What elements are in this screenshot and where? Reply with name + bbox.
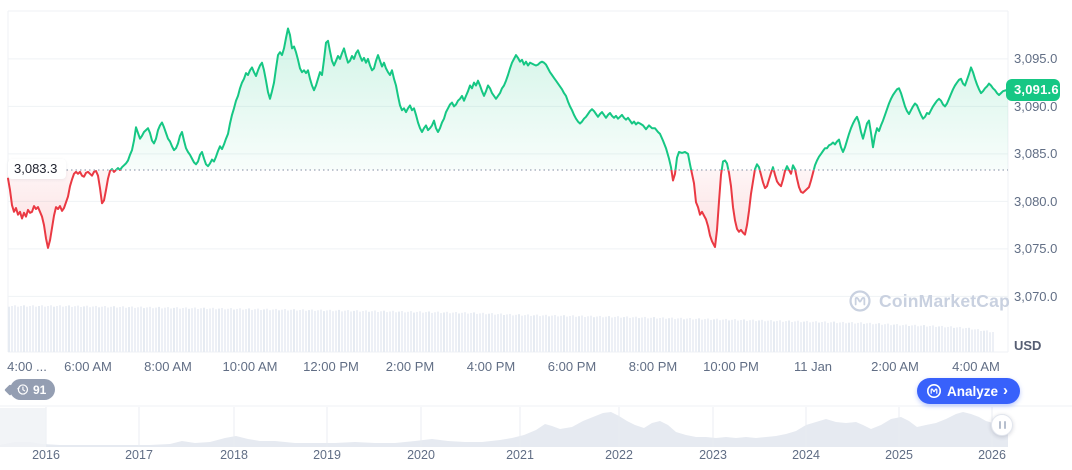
x-axis-tick: 10:00 AM <box>222 359 278 374</box>
x-axis-tick: 4:00 AM <box>952 359 1000 374</box>
x-axis-tick: 8:00 AM <box>144 359 192 374</box>
timeline-year-label: 2018 <box>220 448 248 462</box>
y-axis-tick: 3,085.0 <box>1014 146 1058 162</box>
timeline-year-label: 2024 <box>792 448 820 462</box>
timeline-year-label: 2022 <box>605 448 633 462</box>
timeline-scrubber-handle[interactable] <box>991 414 1013 436</box>
current-price-badge: 3,091.6 <box>1006 79 1060 101</box>
timeline-year-label: 2016 <box>32 448 60 462</box>
timeline-year-label: 2017 <box>125 448 153 462</box>
x-axis-tick: 2:00 PM <box>385 359 435 374</box>
timeline-year-label: 2023 <box>699 448 727 462</box>
timeline-year-label: 2020 <box>407 448 435 462</box>
analyze-cmc-icon <box>926 383 942 399</box>
y-axis-tick: 3,070.0 <box>1014 288 1058 304</box>
x-axis-tick: 12:00 PM <box>303 359 359 374</box>
x-axis-tick: 2:00 AM <box>871 359 919 374</box>
history-clock-icon <box>16 383 29 396</box>
analyze-label: Analyze <box>947 383 999 399</box>
x-axis-tick: 8:00 PM <box>628 359 678 374</box>
y-axis-tick: 3,080.0 <box>1014 193 1058 209</box>
currency-label[interactable]: USD <box>1014 338 1042 353</box>
x-axis-tick: 4:00 ... <box>7 359 47 374</box>
analyze-button[interactable]: Analyze › <box>917 378 1021 404</box>
price-series <box>7 27 1008 249</box>
minimap-sparkline <box>0 412 1008 447</box>
x-axis-tick: 10:00 PM <box>703 359 759 374</box>
timeline-year-label: 2026 <box>978 448 1006 462</box>
baseline-price-label: 3,083.3 <box>8 159 67 179</box>
x-axis-tick: 6:00 PM <box>547 359 597 374</box>
minimap-dim-overlay <box>0 408 46 447</box>
watermark-text: CoinMarketCap <box>879 290 1010 311</box>
timeline-year-label: 2019 <box>313 448 341 462</box>
timeline-minimap[interactable] <box>0 405 1072 447</box>
y-axis-tick: 3,095.0 <box>1014 51 1058 67</box>
price-line-above <box>96 27 1008 170</box>
volume-bars <box>8 305 994 353</box>
coinmarketcap-watermark: CoinMarketCap <box>848 289 1010 313</box>
y-axis-tick: 3,075.0 <box>1014 241 1058 257</box>
scrubber-grip-icon <box>998 421 1001 429</box>
x-axis-tick: 4:00 PM <box>466 359 516 374</box>
history-count: 91 <box>33 382 47 397</box>
timeline-year-label: 2021 <box>506 448 534 462</box>
x-axis-tick: 11 Jan <box>793 359 833 374</box>
coinmarketcap-logo-icon <box>848 289 872 313</box>
scrubber-grip-icon <box>1003 421 1006 429</box>
chevron-right-icon: › <box>1003 381 1009 399</box>
x-axis-tick: 6:00 AM <box>64 359 112 374</box>
history-count-badge[interactable]: 91 <box>10 379 56 400</box>
timeline-year-label: 2025 <box>885 448 913 462</box>
y-axis-tick: 3,090.0 <box>1014 98 1058 114</box>
